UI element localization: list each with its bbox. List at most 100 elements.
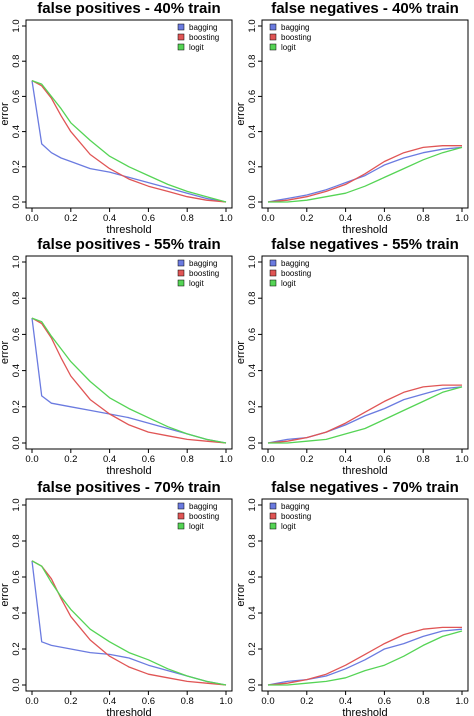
series-line-boosting bbox=[267, 384, 462, 444]
x-tick-label: 0.4 bbox=[103, 213, 116, 224]
series-line-logit bbox=[268, 630, 463, 686]
y-tick-label: 0.0 bbox=[247, 195, 258, 208]
x-tick-label: 0.0 bbox=[261, 696, 274, 707]
x-tick-label: 1.0 bbox=[455, 454, 468, 465]
chart-panel-5: false positives - 70% train 0.0 0.2 0.4 0.6 0… bbox=[0, 479, 233, 716]
series-line-logit bbox=[31, 317, 227, 444]
legend-label-logit: logit bbox=[281, 43, 296, 52]
x-tick-label: 0.0 bbox=[261, 213, 274, 224]
legend-label-boosting: boosting bbox=[189, 269, 219, 278]
legend-label-boosting: boosting bbox=[281, 269, 311, 278]
y-tick-label: 1.0 bbox=[11, 19, 22, 32]
y-tick-label: 0.6 bbox=[247, 90, 258, 103]
legend-swatch-logit bbox=[269, 279, 277, 287]
legend-label-bagging: bagging bbox=[189, 259, 217, 268]
series-line-boosting bbox=[267, 626, 462, 686]
y-tick-label: 0.4 bbox=[11, 606, 22, 619]
x-tick-label: 0.0 bbox=[25, 696, 38, 707]
legend-label-logit: logit bbox=[281, 279, 296, 288]
y-axis-label: error bbox=[0, 102, 11, 126]
plot-frame bbox=[261, 255, 469, 450]
x-tick-label: 0.6 bbox=[378, 213, 391, 224]
y-tick-label: 1.0 bbox=[247, 498, 258, 511]
x-axis-label: threshold bbox=[342, 707, 387, 716]
series-line-logit bbox=[268, 386, 463, 444]
legend-swatch-logit bbox=[269, 522, 277, 530]
y-tick-label: 0.0 bbox=[11, 678, 22, 691]
x-tick-label: 0.8 bbox=[181, 213, 194, 224]
x-tick-label: 0.4 bbox=[103, 454, 116, 465]
series-line-bagging bbox=[267, 628, 463, 686]
legend-label-logit: logit bbox=[281, 522, 296, 531]
x-tick-label: 0.2 bbox=[64, 213, 77, 224]
legend-label-bagging: bagging bbox=[189, 502, 217, 511]
y-tick-label: 1.0 bbox=[247, 19, 258, 32]
y-tick-label: 0.2 bbox=[247, 160, 258, 173]
series-line-bagging bbox=[31, 80, 227, 203]
legend-swatch-bagging bbox=[177, 502, 185, 510]
x-tick-label: 0.6 bbox=[142, 454, 155, 465]
y-tick-label: 0.6 bbox=[11, 90, 22, 103]
y-tick-label: 1.0 bbox=[11, 255, 22, 268]
x-tick-label: 1.0 bbox=[219, 696, 232, 707]
x-tick-label: 0.0 bbox=[261, 454, 274, 465]
y-axis-label: error bbox=[235, 102, 247, 126]
y-tick-label: 0.6 bbox=[11, 570, 22, 583]
legend-label-bagging: bagging bbox=[281, 23, 309, 32]
y-tick-label: 0.8 bbox=[247, 55, 258, 68]
y-axis-label: error bbox=[0, 583, 11, 607]
x-tick-label: 0.6 bbox=[142, 696, 155, 707]
plot-frame bbox=[25, 255, 233, 450]
y-tick-label: 0.2 bbox=[247, 400, 258, 413]
y-tick-label: 0.8 bbox=[247, 534, 258, 547]
y-tick-label: 0.8 bbox=[11, 55, 22, 68]
y-tick-label: 0.6 bbox=[11, 328, 22, 341]
legend-label-boosting: boosting bbox=[281, 33, 311, 42]
series-line-boosting bbox=[31, 560, 227, 686]
y-tick-label: 0.4 bbox=[11, 125, 22, 138]
series-line-boosting bbox=[31, 80, 227, 203]
legend-swatch-bagging bbox=[269, 502, 277, 510]
x-tick-label: 0.6 bbox=[378, 454, 391, 465]
legend-swatch-boosting bbox=[269, 512, 277, 520]
y-tick-label: 1.0 bbox=[247, 255, 258, 268]
legend-swatch-logit bbox=[177, 279, 185, 287]
legend-swatch-boosting bbox=[269, 269, 277, 277]
x-tick-label: 0.4 bbox=[339, 454, 352, 465]
x-tick-label: 1.0 bbox=[219, 213, 232, 224]
legend-label-boosting: boosting bbox=[281, 512, 311, 521]
legend-swatch-boosting bbox=[177, 33, 185, 41]
plot-frame bbox=[25, 19, 233, 209]
x-tick-label: 0.2 bbox=[64, 696, 77, 707]
y-tick-label: 0.2 bbox=[11, 160, 22, 173]
x-tick-label: 0.2 bbox=[64, 454, 77, 465]
x-tick-label: 0.8 bbox=[181, 696, 194, 707]
x-tick-label: 0.8 bbox=[181, 454, 194, 465]
y-axis-label: error bbox=[235, 583, 247, 607]
x-axis-label: threshold bbox=[106, 707, 151, 716]
x-tick-label: 1.0 bbox=[455, 696, 468, 707]
series-line-boosting bbox=[267, 145, 462, 203]
y-tick-label: 0.4 bbox=[247, 125, 258, 138]
x-tick-label: 0.8 bbox=[417, 213, 430, 224]
legend-swatch-boosting bbox=[177, 512, 185, 520]
x-tick-label: 0.8 bbox=[417, 696, 430, 707]
legend-swatch-bagging bbox=[177, 23, 185, 31]
chart-panel-1: false positives - 40% train 0.0 0.2 0.4 0.6 0… bbox=[0, 0, 233, 236]
y-tick-label: 0.4 bbox=[247, 606, 258, 619]
y-tick-label: 0.8 bbox=[11, 534, 22, 547]
y-tick-label: 0.2 bbox=[11, 400, 22, 413]
legend-label-logit: logit bbox=[189, 279, 204, 288]
y-tick-label: 0.2 bbox=[11, 642, 22, 655]
series-line-logit bbox=[31, 560, 227, 686]
chart-title: false positives - 55% train bbox=[37, 236, 220, 253]
series-line-boosting bbox=[31, 317, 227, 444]
plot-frame bbox=[261, 498, 469, 692]
legend-swatch-bagging bbox=[177, 259, 185, 267]
